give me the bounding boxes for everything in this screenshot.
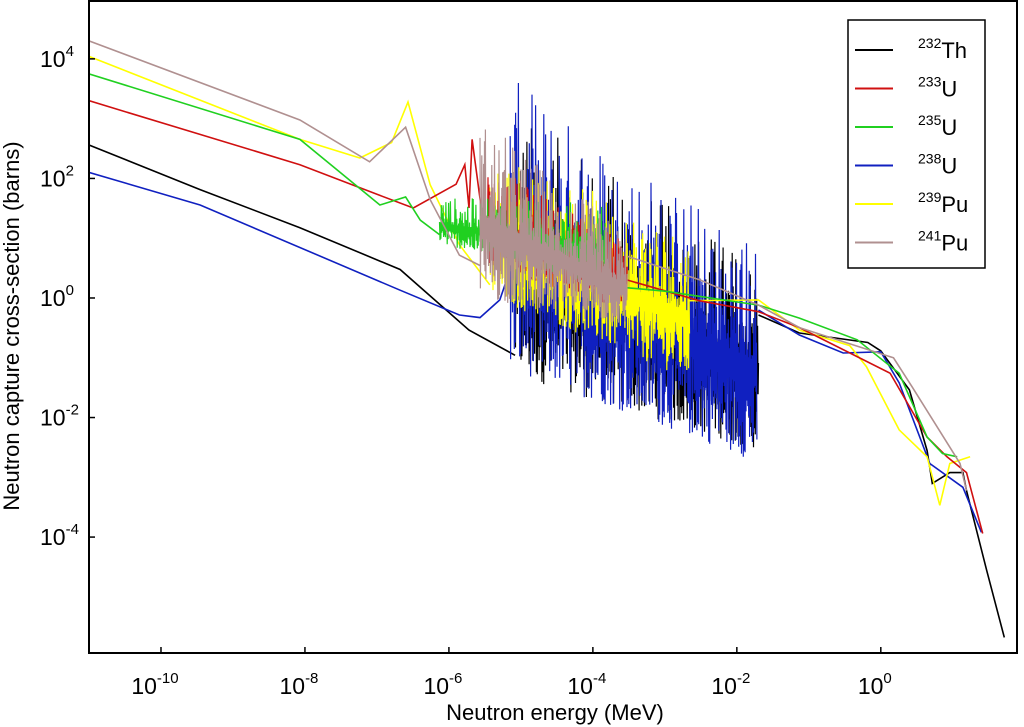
series-line-low-energy xyxy=(89,171,511,319)
x-tick-label: 10-4 xyxy=(567,670,606,699)
legend-label: 233U xyxy=(918,74,957,102)
x-tick-label: 10-10 xyxy=(131,670,178,699)
y-tick-label: 10-4 xyxy=(40,521,79,550)
legend-item-233U: 233U xyxy=(855,74,957,102)
series-line-high-energy xyxy=(689,299,971,506)
y-tick-label: 102 xyxy=(40,162,74,191)
y-tick-label: 100 xyxy=(40,282,74,311)
legend-label: 235U xyxy=(918,112,957,140)
y-tick-label: 10-2 xyxy=(40,402,79,431)
x-axis: 10-10 10-8 10-6 10-4 10-2 100 xyxy=(131,647,892,699)
x-axis-title: Neutron energy (MeV) xyxy=(446,700,664,725)
series-line-high-energy xyxy=(626,255,968,491)
series-line-low-energy xyxy=(89,73,440,236)
legend-item-238U: 238U xyxy=(855,151,957,179)
series-line-high-energy xyxy=(626,279,984,534)
legend-item-232Th: 232Th xyxy=(855,35,967,63)
legend-label: 238U xyxy=(918,151,957,179)
legend-item-239Pu: 239Pu xyxy=(855,189,968,217)
y-tick-label: 104 xyxy=(40,43,74,72)
series-line-low-energy xyxy=(89,144,516,357)
legend-box xyxy=(847,19,986,269)
series-line-high-energy xyxy=(605,285,958,458)
series-line-low-energy xyxy=(89,40,481,267)
x-tick-label: 100 xyxy=(858,670,892,699)
y-axis: 104 102 100 10-2 10-4 xyxy=(40,43,95,550)
legend-label: 232Th xyxy=(918,35,967,63)
legend-label: 239Pu xyxy=(918,189,968,217)
legend-item-241Pu: 241Pu xyxy=(855,228,968,256)
x-tick-label: 10-2 xyxy=(711,670,750,699)
series-resonance-region xyxy=(479,129,628,323)
legend-label: 241Pu xyxy=(918,228,968,256)
series-line-high-energy xyxy=(758,309,983,533)
legend-item-235U: 235U xyxy=(855,112,957,140)
series-line-low-energy xyxy=(89,99,487,239)
x-tick-label: 10-8 xyxy=(279,670,318,699)
series-241Pu xyxy=(89,40,968,491)
series-line-low-energy xyxy=(89,55,491,286)
plot-frame xyxy=(88,0,1018,654)
x-tick-label: 10-6 xyxy=(423,670,462,699)
y-axis-title: Neutron capture cross-section (barns) xyxy=(0,141,24,510)
legend: 232Th 233U 235U 238U 239Pu 241Pu xyxy=(847,19,986,269)
plot-area xyxy=(89,40,1006,638)
